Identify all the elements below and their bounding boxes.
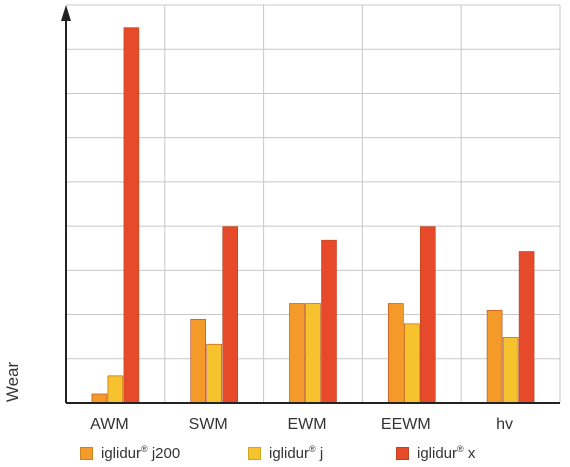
legend-item-iglidur-j200: iglidur® j200 — [80, 444, 180, 462]
bar-awm-series-3 — [123, 27, 140, 404]
axes — [61, 5, 560, 404]
x-tick-label: EWM — [287, 416, 326, 433]
legend-label-j200: iglidur® j200 — [101, 444, 181, 462]
bar-ewm-series-2 — [305, 303, 321, 404]
legend-swatch-j — [248, 446, 261, 460]
legend-item-iglidur-j: iglidur® j — [248, 444, 323, 462]
y-axis-label: Wear — [3, 362, 22, 403]
bar-ewm-series-1 — [289, 303, 305, 404]
x-tick-label: EEWM — [381, 416, 431, 433]
legend-swatch-j200 — [80, 446, 93, 460]
legend-swatch-x — [396, 446, 409, 460]
bar-eewm-series-3 — [419, 226, 436, 404]
x-tick-label: hv — [496, 416, 513, 433]
y-axis-arrow-icon — [61, 5, 71, 21]
bar-hv-series-2 — [502, 337, 519, 404]
bar-hv-series-1 — [486, 309, 503, 404]
bar-swm-series-1 — [190, 319, 206, 404]
legend: iglidur® j200 iglidur® j iglidur® x — [80, 444, 560, 464]
bar-eewm-series-2 — [403, 323, 420, 404]
bars — [91, 27, 535, 404]
bar-eewm-series-1 — [387, 303, 404, 404]
x-tick-labels: AWM SWM EWM EEWM hv — [90, 416, 513, 433]
bar-hv-series-3 — [518, 251, 535, 404]
x-tick-label: SWM — [189, 416, 228, 433]
grid — [66, 4, 561, 403]
legend-label-j: iglidur® j — [269, 444, 324, 462]
legend-label-x: iglidur® x — [417, 444, 476, 462]
bar-ewm-series-3 — [321, 239, 337, 404]
x-tick-label: AWM — [90, 416, 129, 433]
bar-swm-series-3 — [222, 226, 238, 404]
bar-awm-series-2 — [107, 375, 124, 404]
bar-awm-series-1 — [91, 393, 108, 404]
legend-item-iglidur-x: iglidur® x — [396, 444, 475, 462]
bar-swm-series-2 — [206, 343, 222, 404]
